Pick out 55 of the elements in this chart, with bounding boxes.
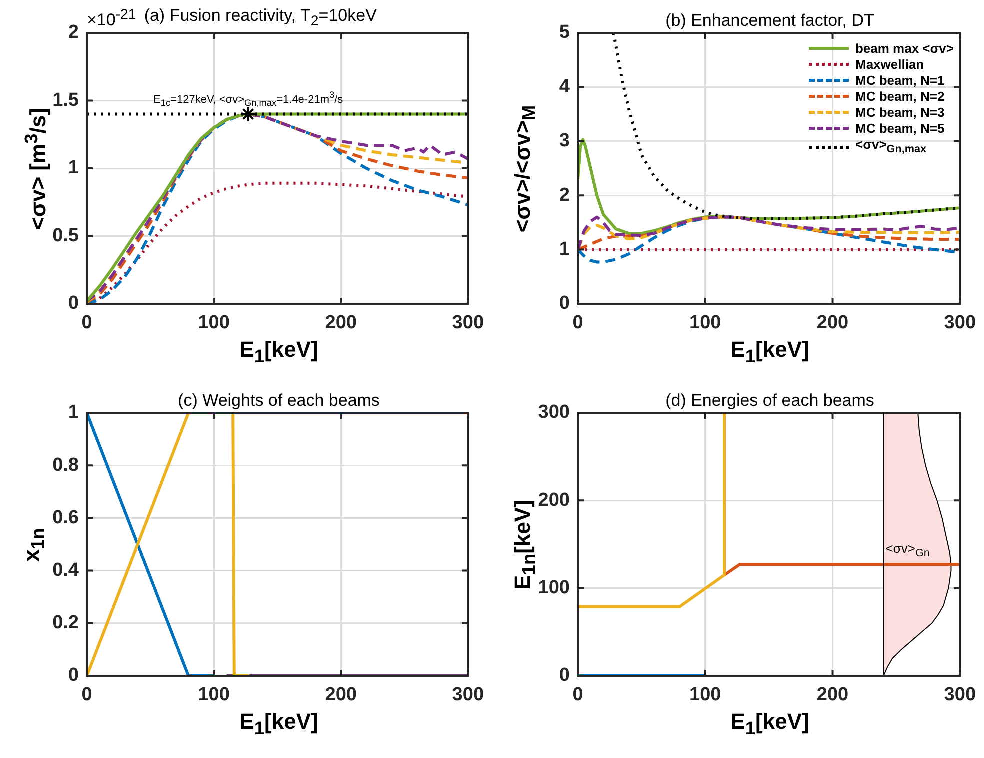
text: ×10$^{-21}$: [87, 6, 136, 31]
y-tick-label: 4: [559, 76, 570, 98]
y-tick-label: 1: [68, 158, 80, 179]
x-tick-label: 0: [572, 684, 584, 706]
legend-label: MC beam, N=2: [855, 89, 945, 104]
x-axis-title: E$_{1}$[keV]: [238, 709, 320, 740]
x-tick-label: 300: [944, 312, 976, 334]
x-tick-label: 0: [572, 312, 584, 334]
legend-label: Maxwellian: [855, 57, 924, 72]
x-tick-label: 300: [452, 684, 484, 706]
y-tick-label: 3: [559, 130, 570, 152]
y-tick-label: 0.2: [52, 612, 79, 634]
y-tick-label: 5: [559, 22, 570, 44]
legend-label: MC beam, N=5: [855, 121, 945, 136]
x-tick-label: 0: [82, 312, 92, 334]
y-tick-label: 0.5: [52, 225, 80, 246]
y-tick-label: 200: [538, 490, 570, 511]
x-tick-label: 0: [82, 684, 92, 706]
y-tick-label: 2: [68, 22, 79, 44]
x-tick-label: 300: [452, 312, 484, 334]
x-tick-label: 300: [944, 684, 976, 706]
x-tick-label: 100: [198, 312, 230, 334]
x-tick-label: 100: [690, 312, 722, 334]
y-tick-label: 300: [538, 402, 570, 424]
y-tick-label: 1.5: [52, 90, 80, 111]
x-tick-label: 200: [816, 684, 849, 706]
x-tick-label: 200: [325, 684, 357, 706]
legend-label: MC beam, N=1: [855, 73, 945, 88]
chart-title: (d) Energies of each beams: [666, 391, 874, 411]
y-tick-label: 0: [559, 665, 570, 686]
annotation: E$_{1c}$=127keV, <σv>$_{Gn,max}$=1.4e-21m$^{3}$/s: [154, 89, 344, 110]
x-axis-title: E$_{1}$[keV]: [730, 337, 810, 368]
x-axis-title: E$_{1}$[keV]: [238, 337, 320, 368]
x-tick-label: 100: [198, 684, 230, 706]
y-tick-label: 0: [559, 293, 570, 314]
y-tick-label: 1: [68, 402, 80, 424]
y-tick-label: 100: [538, 578, 570, 599]
y-tick-label: 0.6: [52, 507, 79, 528]
y-tick-label: 0: [68, 293, 79, 314]
series-label: <σv>$_{Gn}$: [886, 540, 930, 562]
y-tick-label: 0.4: [52, 560, 80, 582]
y-tick-label: 0: [68, 665, 79, 686]
y-tick-label: 2: [559, 184, 570, 206]
y-tick-label: 0.8: [52, 454, 79, 476]
x-axis-title: E$_{1}$[keV]: [730, 709, 810, 740]
legend-label: MC beam, N=3: [855, 105, 945, 120]
legend-label: <σv>$_{Gn,max}$: [855, 137, 927, 158]
chart-title: (a) Fusion reactivity, T$_{2}$=10keV: [144, 6, 377, 31]
legend-label: beam max <σv>: [855, 41, 954, 56]
chart-title: (b) Enhancement factor, DT: [666, 11, 874, 31]
chart-title: (c) Weights of each beams: [178, 391, 380, 411]
y-tick-label: 1: [559, 239, 570, 260]
x-tick-label: 200: [816, 312, 849, 334]
x-tick-label: 200: [325, 312, 357, 334]
x-tick-label: 100: [690, 684, 722, 706]
